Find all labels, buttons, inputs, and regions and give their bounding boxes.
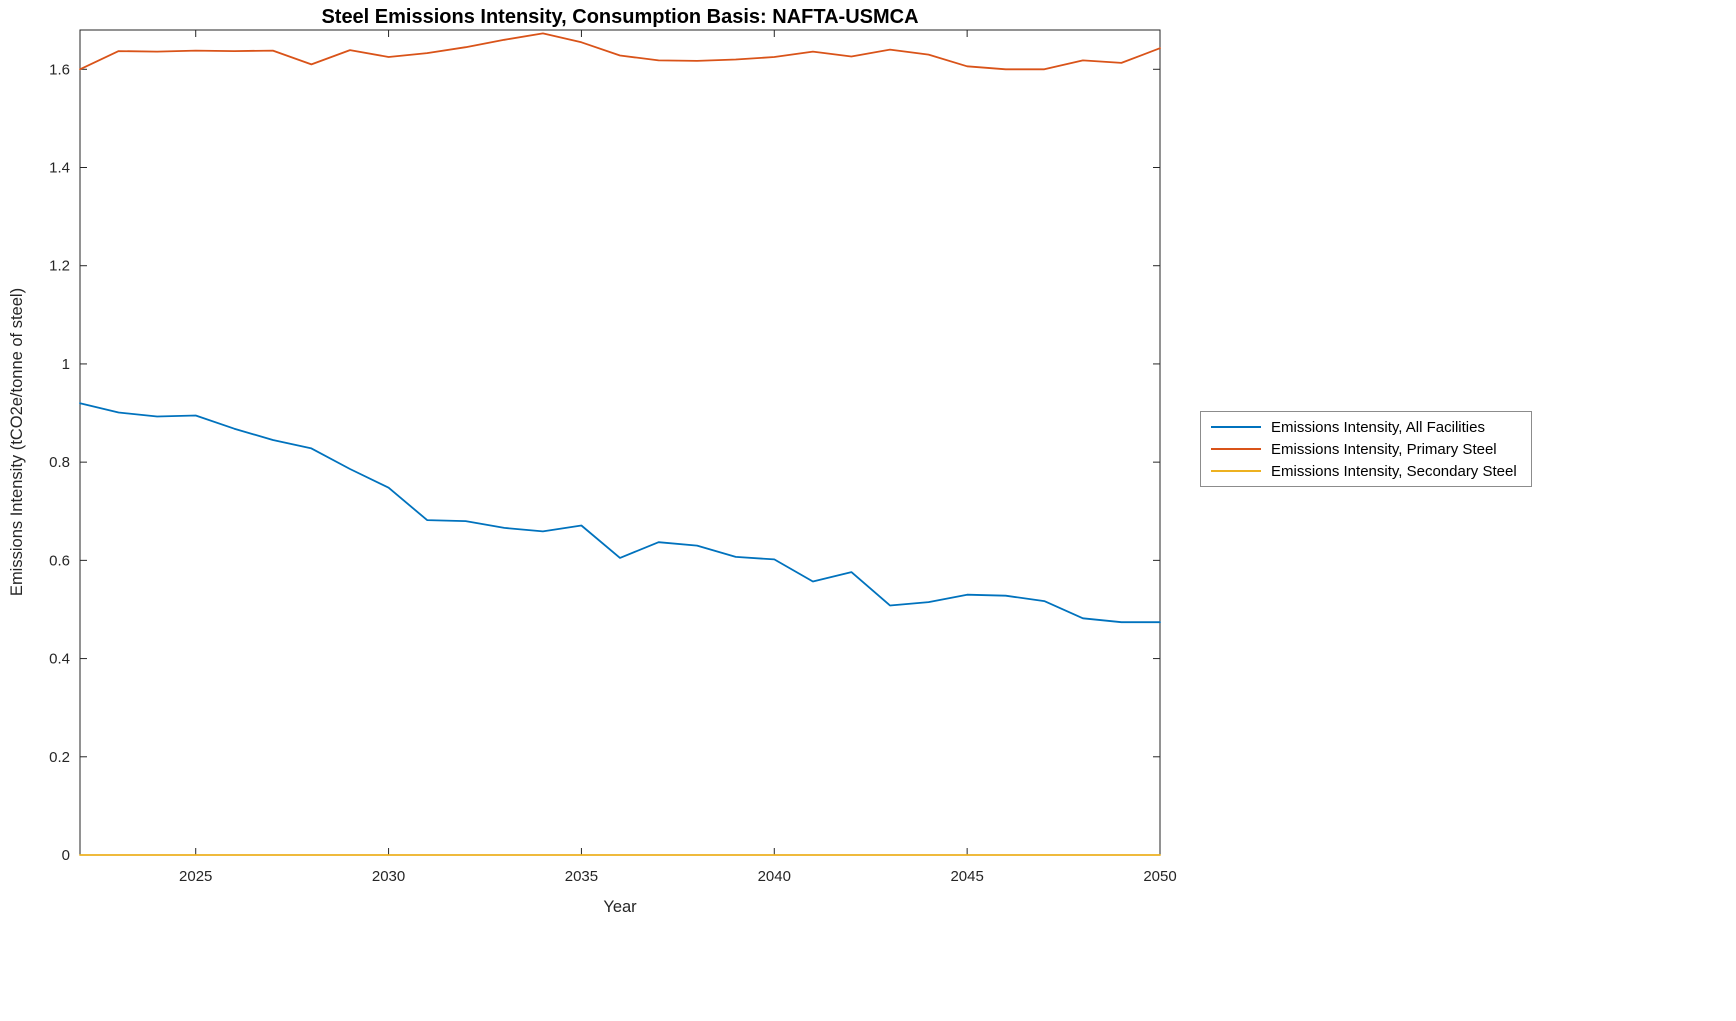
legend-label: Emissions Intensity, All Facilities xyxy=(1271,418,1485,436)
y-tick-label: 1.6 xyxy=(49,61,70,78)
series-line-0 xyxy=(79,402,1161,624)
x-tick-label: 2030 xyxy=(372,868,405,885)
legend-item: Emissions Intensity, Primary Steel xyxy=(1211,440,1521,458)
axes-box xyxy=(79,29,1161,856)
x-tick-label: 2040 xyxy=(758,868,791,885)
y-tick-label: 0.2 xyxy=(49,749,70,766)
y-tick-label: 0.4 xyxy=(49,651,70,668)
x-axis-label: Year xyxy=(603,898,637,916)
legend: Emissions Intensity, All Facilities Emiss… xyxy=(1200,411,1532,487)
legend-label: Emissions Intensity, Secondary Steel xyxy=(1271,462,1517,480)
y-tick-label: 0 xyxy=(62,847,70,864)
axes: 2025 2030 2035 2040 2045 2050 0 0.2 0.4 0.6 0.8 1 1.… xyxy=(49,29,1177,885)
y-tick-label: 1.2 xyxy=(49,258,70,275)
y-tick-label: 1 xyxy=(62,356,70,373)
chart-title: Steel Emissions Intensity, Consumption B… xyxy=(321,6,918,28)
legend-line-sample xyxy=(1211,470,1261,472)
legend-line-sample xyxy=(1211,448,1261,450)
y-tick-label: 0.8 xyxy=(49,454,70,471)
series-line-1 xyxy=(79,32,1161,71)
y-axis-label: Emissions Intensity (tCO2e/tonne of stee… xyxy=(8,288,26,596)
series-lines xyxy=(79,32,1161,856)
x-tick-label: 2045 xyxy=(950,868,983,885)
legend-label: Emissions Intensity, Primary Steel xyxy=(1271,440,1497,458)
legend-item: Emissions Intensity, Secondary Steel xyxy=(1211,462,1521,480)
legend-line-sample xyxy=(1211,426,1261,428)
x-tick-label: 2050 xyxy=(1143,868,1176,885)
y-tick-label: 1.4 xyxy=(49,160,70,177)
x-tick-label: 2035 xyxy=(565,868,598,885)
y-tick-label: 0.6 xyxy=(49,552,70,569)
x-tick-label: 2025 xyxy=(179,868,212,885)
legend-item: Emissions Intensity, All Facilities xyxy=(1211,418,1521,436)
